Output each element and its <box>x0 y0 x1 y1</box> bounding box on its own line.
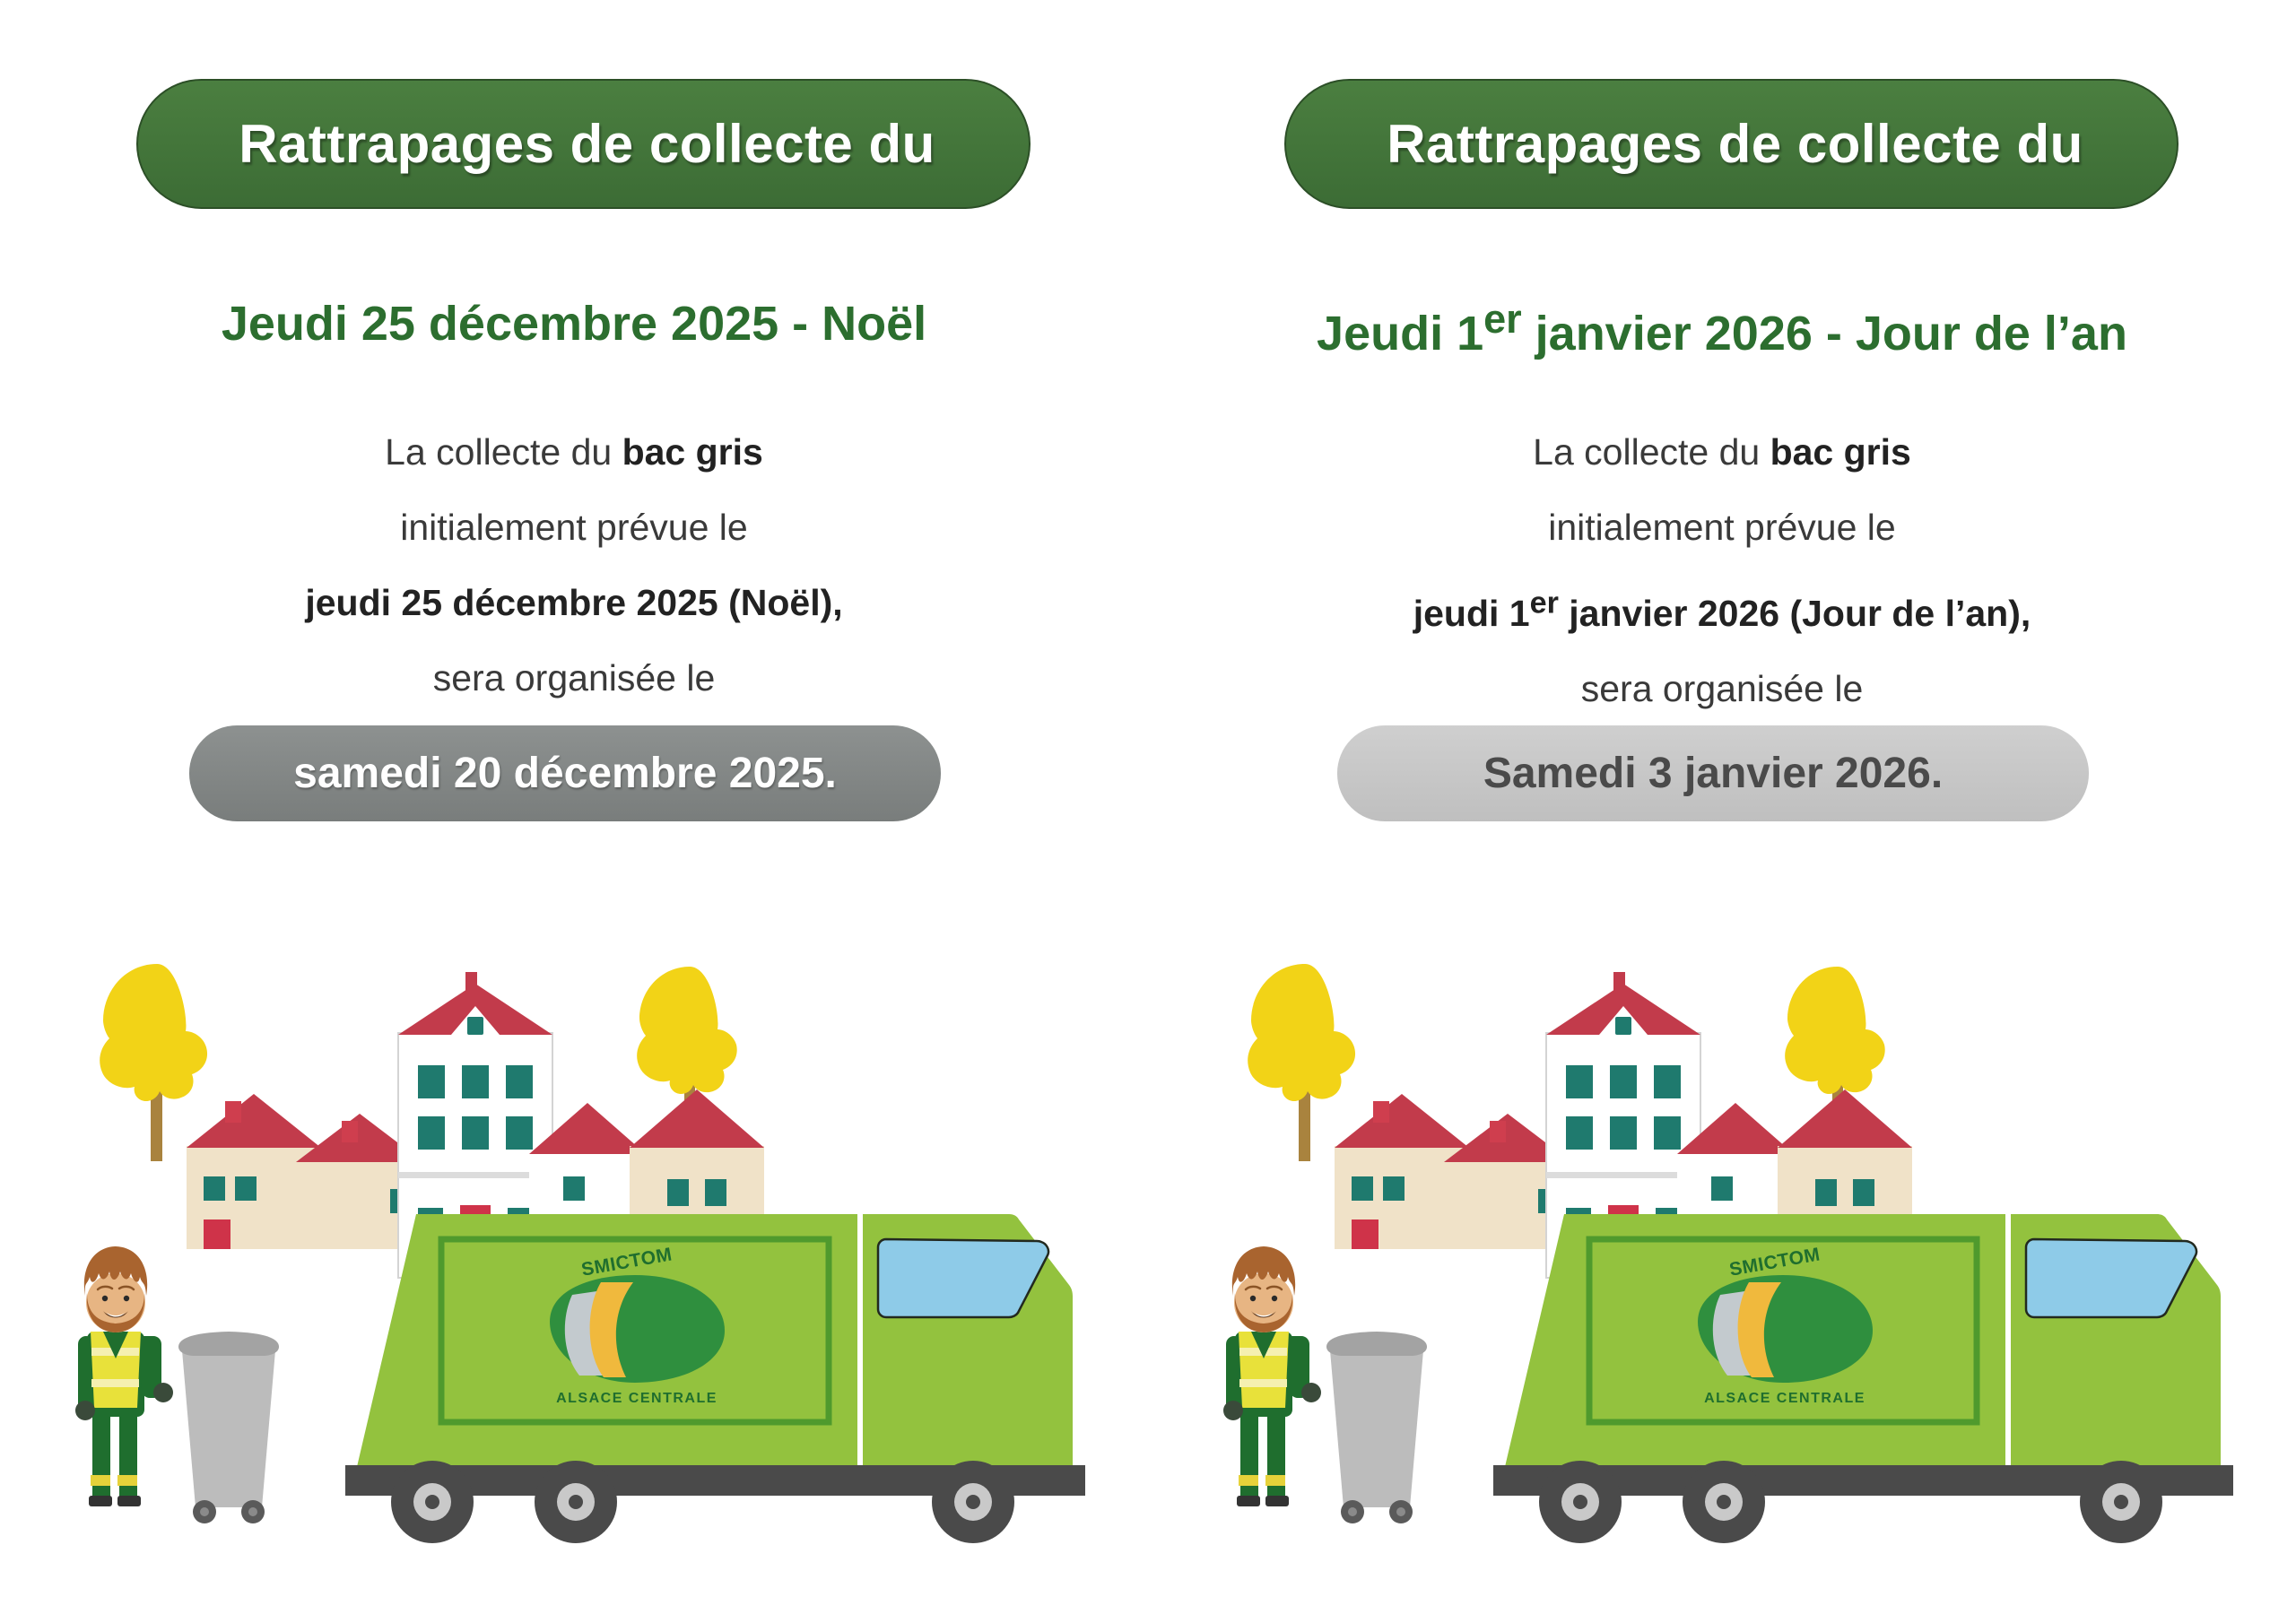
svg-text:ALSACE CENTRALE: ALSACE CENTRALE <box>556 1391 718 1406</box>
svg-text:ALSACE CENTRALE: ALSACE CENTRALE <box>1704 1391 1866 1406</box>
